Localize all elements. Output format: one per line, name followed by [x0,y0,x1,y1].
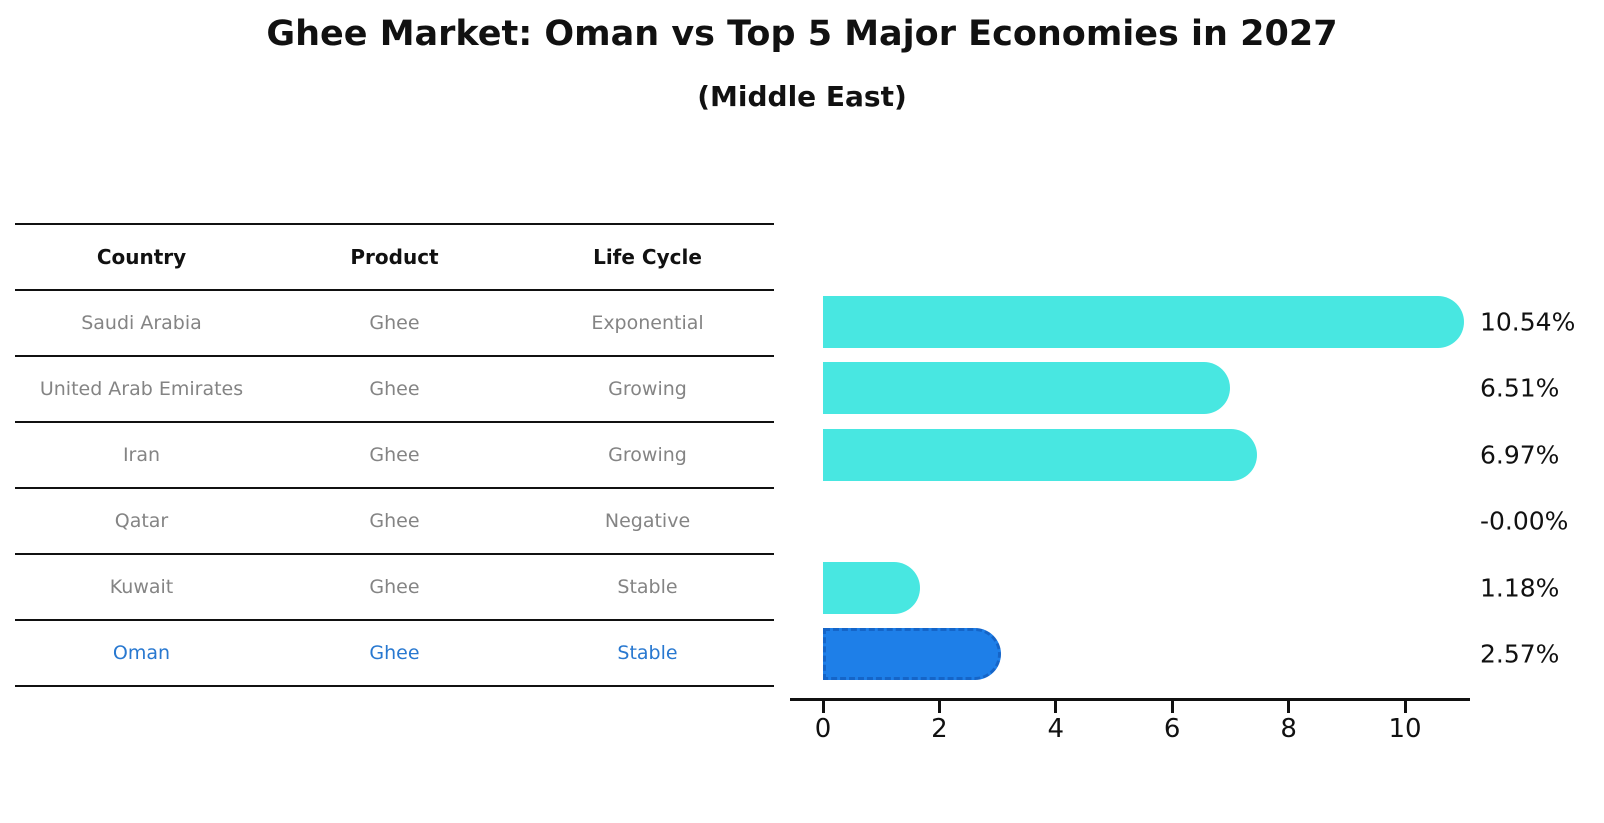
x-tick-label-8: 8 [1280,714,1297,744]
cell-country: United Arab Emirates [39,378,244,400]
cell-life-cycle: Negative [604,510,691,532]
x-tick-10 [1403,701,1407,713]
x-tick-6 [1170,701,1174,713]
cell-country: Oman [112,642,171,664]
bar-saudi-arabia [823,296,1465,348]
bar-kuwait [823,561,920,614]
cell-life-cycle: Exponential [591,312,704,334]
cell-product: Ghee [369,642,420,664]
x-tick-0 [821,701,825,713]
cell-country: Saudi Arabia [81,312,202,334]
bar-united-arab-emirates [823,362,1230,415]
x-tick-label-2: 2 [931,714,948,744]
cell-country: Iran [122,444,161,466]
value-label-qatar: -0.00% [1480,506,1569,536]
cell-life-cycle: Stable [617,576,678,598]
cell-country: Kuwait [109,576,174,598]
value-label-united-arab-emirates: 6.51% [1480,373,1560,403]
x-tick-2 [937,701,941,713]
cell-product: Ghee [369,312,420,334]
country-table: Country Product Life Cycle Saudi Arabia … [15,223,774,687]
header-life-cycle: Life Cycle [593,245,702,269]
x-tick-label-10: 10 [1388,714,1422,744]
cell-product: Ghee [369,444,420,466]
table-row: Iran Ghee Growing [15,422,774,488]
cell-product: Ghee [369,378,420,400]
cell-life-cycle: Growing [608,444,687,466]
table-row: Kuwait Ghee Stable [15,554,774,620]
x-axis-line [790,698,1470,701]
value-label-iran: 6.97% [1480,440,1560,470]
x-tick-label-0: 0 [814,714,832,744]
value-label-saudi-arabia: 10.54% [1480,307,1576,337]
chart-title: Ghee Market: Oman vs Top 5 Major Economi… [266,14,1338,54]
bar-iran [823,428,1257,481]
table-row-oman: Oman Ghee Stable [15,620,774,686]
bar-oman [823,628,1001,680]
x-tick-label-6: 6 [1163,714,1181,744]
chart-subtitle: (Middle East) [697,80,907,113]
cell-life-cycle: Stable [617,642,678,664]
x-tick-label-4: 4 [1047,714,1065,744]
cell-product: Ghee [369,510,420,532]
value-label-oman: 2.57% [1480,639,1560,669]
table-row: Saudi Arabia Ghee Exponential [15,290,774,356]
x-tick-4 [1054,701,1058,713]
value-label-kuwait: 1.18% [1480,573,1560,603]
table-row: Qatar Ghee Negative [15,488,774,554]
cell-life-cycle: Growing [608,378,687,400]
header-country: Country [96,245,187,269]
x-tick-8 [1287,701,1291,713]
cell-country: Qatar [114,510,169,532]
header-product: Product [350,245,439,269]
table-header-row: Country Product Life Cycle [15,224,774,290]
table-row: United Arab Emirates Ghee Growing [15,356,774,422]
cell-product: Ghee [369,576,420,598]
